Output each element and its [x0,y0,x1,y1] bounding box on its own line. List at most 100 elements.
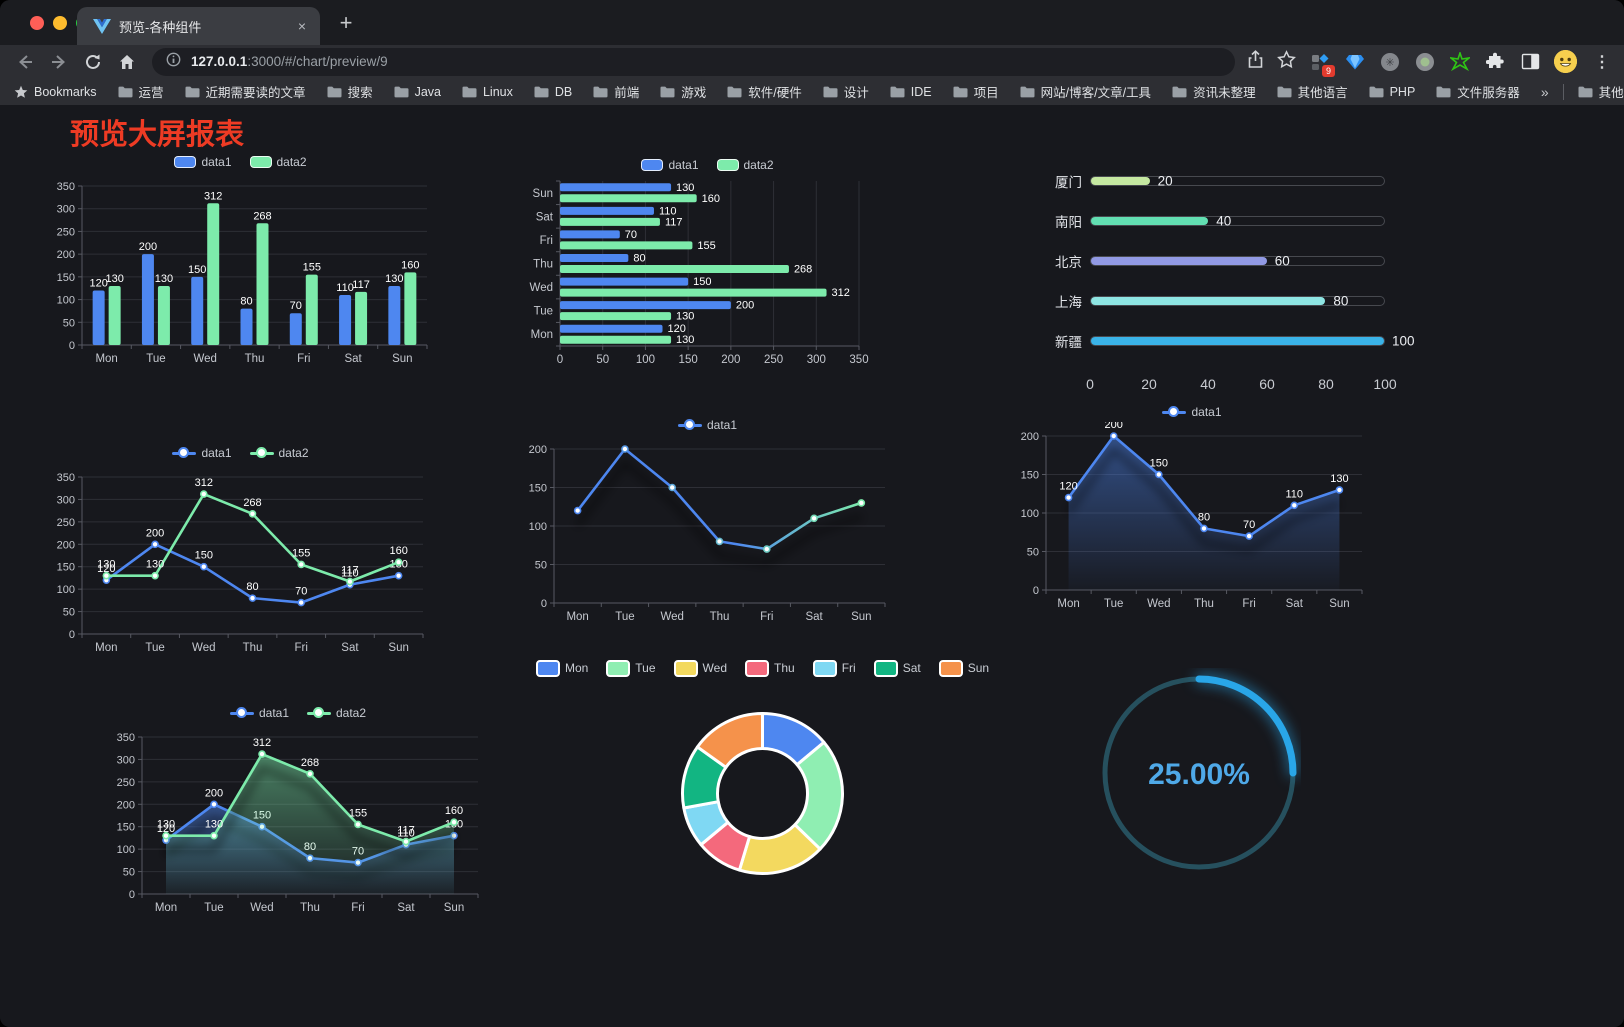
reload-icon[interactable] [76,49,110,75]
bookmark-folder[interactable]: 搜索 [327,82,373,101]
window-minimize-button[interactable] [53,16,67,30]
bookmark-folder[interactable]: 软件/硬件 [727,82,802,101]
home-icon[interactable] [110,49,144,75]
profile-avatar[interactable] [1554,50,1577,73]
progress-category: 新疆 [1055,335,1082,350]
info-icon[interactable] [166,52,181,72]
data-point [573,506,582,515]
chart-line-two-series[interactable]: data1 data2 0 50 100 150 200 250 300 350 Mon Tue Wed… [48,443,433,658]
legend-swatch [673,659,698,677]
chart-legend: Mon Tue Wed Thu Fri Sat Sun [535,658,989,678]
legend-label: Mon [564,661,589,675]
legend-item[interactable]: data2 [249,446,309,460]
legend-item[interactable]: data1 [172,446,232,460]
folder-icon [593,86,608,97]
svg-text:70: 70 [625,229,637,241]
window-close-button[interactable] [30,16,44,30]
bar [404,272,417,345]
bookmark-folder[interactable]: 文件服务器 [1436,82,1520,101]
svg-text:155: 155 [303,262,321,274]
legend-item[interactable]: data1 [229,706,289,720]
bookmark-folder[interactable]: 设计 [823,82,869,101]
chart-legend: data1 data2 [108,703,488,723]
legend-item[interactable]: data1 [641,158,699,172]
bar [560,183,672,192]
svg-text:0: 0 [1033,585,1039,597]
folder-icon [1436,86,1451,97]
page-title: 预览大屏报表 [70,119,245,151]
svg-text:300: 300 [807,354,826,366]
bookmark-folder[interactable]: 网站/博客/文章/工具 [1020,82,1151,101]
bookmark-label: 设计 [843,86,869,100]
bookmarks-root[interactable]: Bookmarks [14,85,97,99]
bookmark-folder[interactable]: 运营 [118,82,164,101]
bookmark-folder[interactable]: 游戏 [660,82,706,101]
chart-progress-bars[interactable]: 厦门 20 南阳 40 北京 60 上海 80 新疆 100 0 20 40 60 80 100 [1040,160,1415,400]
forward-icon[interactable] [42,49,76,75]
bookmark-label: IDE [910,84,932,99]
legend-item[interactable]: data2 [249,155,307,169]
legend-item[interactable]: Fri [812,659,856,677]
sidebar-toggle-icon[interactable] [1519,51,1541,73]
bookmark-folder[interactable]: 资讯未整理 [1172,82,1256,101]
svg-text:120: 120 [157,823,175,835]
legend-item[interactable]: Sat [873,659,921,677]
data-point [354,820,362,829]
extension-circle-dot-icon[interactable] [1414,51,1436,73]
bookmark-folder[interactable]: 项目 [953,82,999,101]
new-tab-button[interactable]: + [339,10,353,35]
bookmark-folder[interactable]: 其他语言 [1277,82,1348,101]
svg-text:155: 155 [349,807,367,819]
data-point [621,445,629,453]
extensions-puzzle-icon[interactable] [1484,51,1506,73]
legend-item[interactable]: data1 [174,155,232,169]
legend-item[interactable]: data1 [1162,405,1222,419]
bookmark-folder[interactable]: DB [534,85,572,99]
share-icon[interactable] [1247,49,1264,74]
extension-grid-icon[interactable]: 9 [1309,51,1335,77]
back-icon[interactable] [8,49,42,75]
url-bar[interactable]: 127.0.0.1:3000/#/chart/preview/9 [152,47,1235,76]
bookmark-folder[interactable]: 近期需要读的文章 [185,82,306,101]
chart-donut[interactable]: Mon Tue Wed Thu Fri Sat Sun [535,658,989,903]
svg-text:312: 312 [195,477,213,489]
progress-fill [1091,337,1384,345]
bookmark-folder[interactable]: PHP [1369,85,1415,99]
menu-icon[interactable]: ⋮ [1594,53,1610,71]
legend-item[interactable]: Wed [673,659,727,677]
legend-item[interactable]: Thu [745,659,795,677]
chart-gauge[interactable]: 25.00% [1097,668,1301,878]
browser-tab[interactable]: 预览-各种组件 × [77,7,320,45]
legend-item[interactable]: Tue [606,659,656,677]
svg-text:120: 120 [668,323,686,335]
extension-circle-asterisk-icon[interactable]: ✳ [1379,51,1401,73]
svg-text:150: 150 [1150,458,1168,470]
chart-bar-vertical[interactable]: data1 data2 0 50 100 150 200 250 300 350 Mon Tue Wed… [48,152,433,367]
pie-slice [695,712,764,769]
bookmark-folder[interactable]: Java [394,85,441,99]
extension-green-star-icon[interactable] [1449,51,1471,73]
other-bookmarks-folder[interactable]: 其他书签 [1578,82,1624,101]
bookmark-folder[interactable]: IDE [890,85,932,99]
bookmark-star-icon[interactable] [1277,49,1296,74]
bookmark-folder[interactable]: 前端 [593,82,639,101]
gauge-value: 25.00% [1148,758,1250,791]
legend-item[interactable]: data2 [307,706,366,720]
legend-item[interactable]: data1 [677,418,738,432]
legend-label: data1 [706,418,738,432]
svg-text:Wed: Wed [192,642,215,654]
bookmark-label: 前端 [614,86,640,100]
chart-line-area-two[interactable]: data1 data2 0 50 100 150 200 250 300 350 Mon Tue Wed… [108,703,488,918]
chart-bar-horizontal[interactable]: data1 data2 0 50 100 150 200 250 300 350 Sun 130 160… [520,155,895,370]
extension-gem-icon[interactable] [1344,51,1366,73]
legend-item[interactable]: data2 [716,158,774,172]
chart-line-area[interactable]: data1 0 50 100 150 200 Mon Tue Wed Thu Fri Sat Sun 12… [1012,402,1372,614]
legend-item[interactable]: Mon [535,659,589,677]
tab-close-icon[interactable]: × [297,18,306,34]
chart-line-gradient[interactable]: data1 0 50 100 150 200 Mon Tue Wed Thu Fri Sat Sun [520,415,895,627]
legend-item[interactable]: Sun [938,659,989,677]
bookmarks-overflow-button[interactable]: » [1540,83,1549,100]
bookmark-folder[interactable]: Linux [462,85,513,99]
svg-text:50: 50 [596,354,609,366]
folder-icon [394,86,409,97]
